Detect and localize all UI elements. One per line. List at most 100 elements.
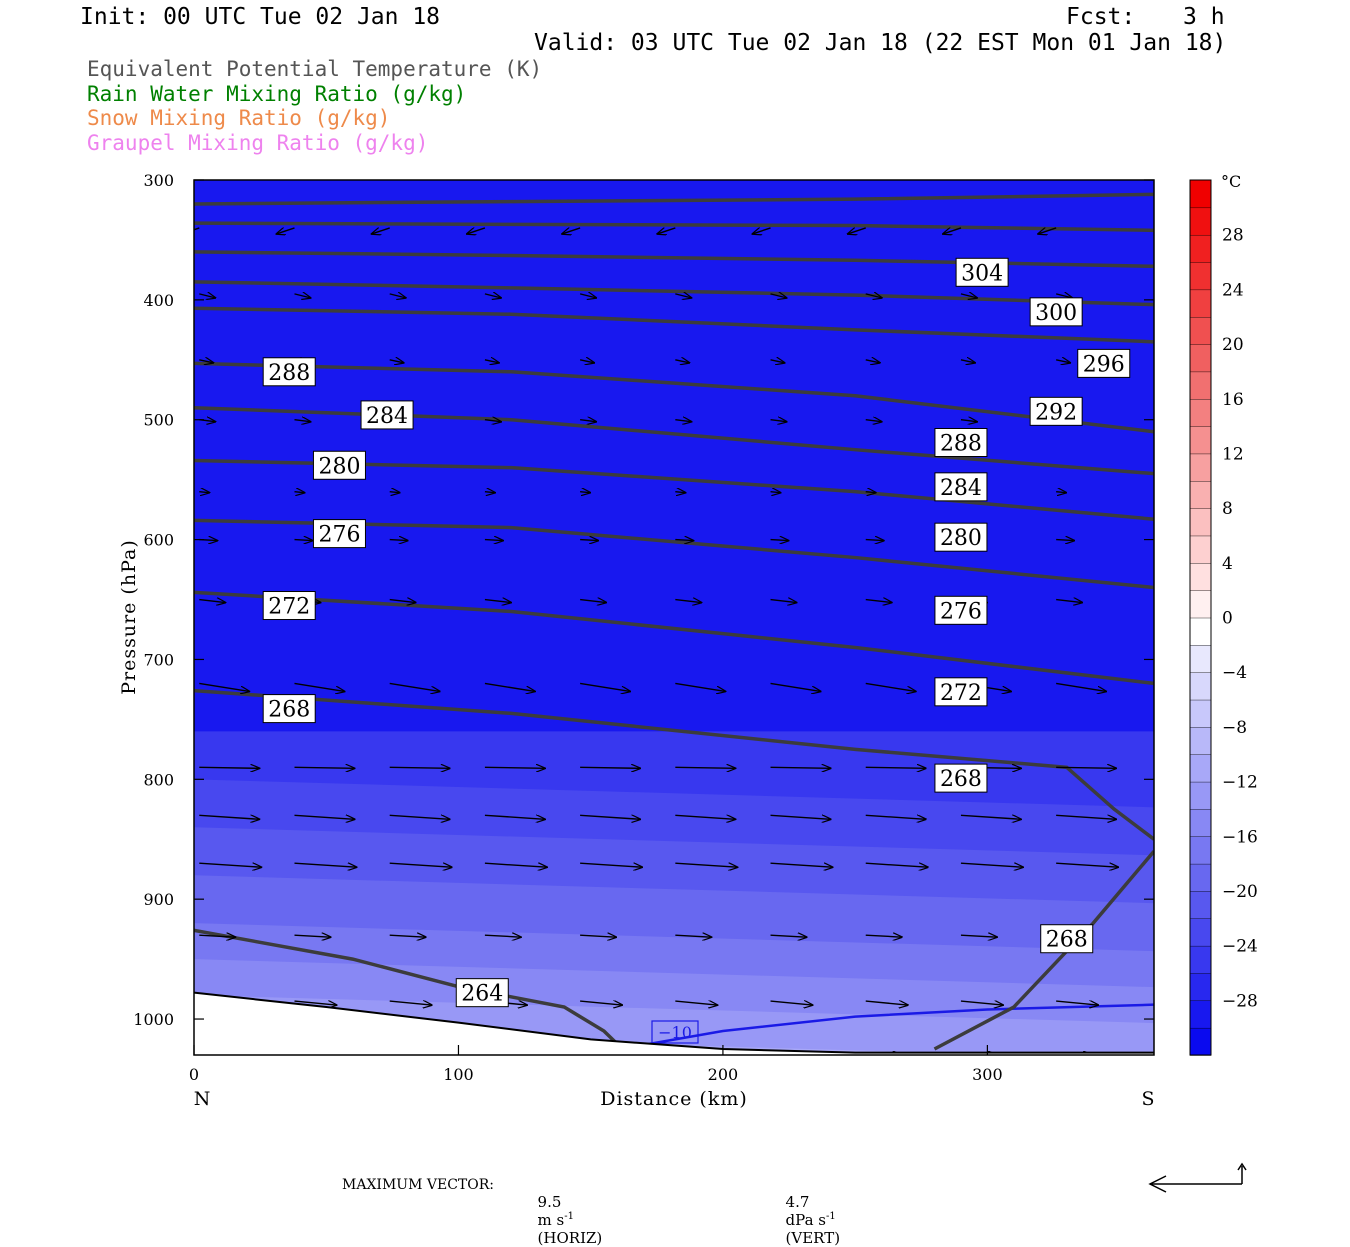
- wind-vector: [865, 862, 928, 867]
- wind-vector: [389, 682, 440, 691]
- contour-label: 284: [940, 476, 982, 501]
- colorbar-segment: [1189, 918, 1212, 947]
- y-tick-label: 800: [143, 770, 174, 789]
- colorbar-segment: [1189, 371, 1212, 400]
- wind-vector: [865, 420, 882, 422]
- contour-label-box: [1077, 348, 1131, 378]
- colorbar-tick-label: −24: [1222, 937, 1258, 957]
- colorbar-segment: [1189, 480, 1212, 509]
- wind-vector: [389, 862, 452, 867]
- wind-vector: [580, 682, 630, 691]
- isotherm-label: −10: [658, 1023, 692, 1042]
- isotherm-line: [640, 1003, 1154, 1047]
- colorbar-segment: [1189, 726, 1212, 755]
- wind-vector: [865, 1001, 908, 1005]
- forecast-label: Fcst:: [1066, 4, 1136, 30]
- colorbar-segment: [1189, 535, 1212, 564]
- colorbar-tick-label: −4: [1222, 663, 1247, 683]
- contour-label-box: [455, 978, 509, 1008]
- wind-vector: [943, 227, 962, 234]
- wind-vector: [562, 227, 581, 234]
- wind-vector: [865, 767, 926, 768]
- wind-vector: [194, 227, 200, 231]
- reference-vector-icon: [1148, 1162, 1247, 1193]
- wind-vector: [484, 294, 501, 298]
- temperature-field: [194, 180, 1154, 1055]
- wind-vector: [389, 540, 408, 541]
- forecast-hour: 3 h: [1183, 4, 1225, 30]
- contour-label: 288: [940, 432, 982, 457]
- horiz-value: 9.5: [537, 1193, 562, 1211]
- wind-vector: [657, 227, 676, 234]
- wind-vector: [770, 492, 781, 493]
- theta-e-line: [194, 928, 624, 1051]
- contour-label: 264: [461, 982, 503, 1007]
- wind-vector: [675, 492, 685, 493]
- theta-e-line: [194, 192, 1154, 206]
- wind-vector: [960, 935, 997, 937]
- colorbar-segment: [1189, 453, 1212, 482]
- contour-label-box: [262, 591, 316, 621]
- contour-label-box: [262, 357, 316, 387]
- wind-vector: [484, 540, 503, 541]
- wind-vector: [467, 227, 486, 234]
- wind-vector: [389, 814, 450, 819]
- wind-vector: [1056, 360, 1070, 363]
- wind-vector: [675, 360, 689, 363]
- y-tick-label: 400: [143, 291, 174, 310]
- wind-vector: [294, 294, 310, 298]
- axes: 300 400 500 600 700 800 900 1000 0 100 200 300: [133, 171, 1154, 1084]
- contour-label: 304: [961, 261, 1003, 286]
- wind-vector: [675, 767, 735, 768]
- colorbar-segment: [1189, 972, 1212, 1002]
- wind-vector: [1056, 540, 1074, 541]
- legend-rain-water: Rain Water Mixing Ratio (g/kg): [87, 82, 467, 106]
- wind-vector: [770, 862, 833, 867]
- contour-label-box: [1029, 396, 1083, 426]
- wind-vector: [199, 360, 213, 363]
- wind-vector: [294, 862, 356, 867]
- wind-vector: [294, 682, 344, 691]
- wind-vector: [770, 420, 787, 422]
- contour-label: 296: [1083, 352, 1125, 377]
- contour-label: 276: [318, 523, 360, 548]
- wind-vector: [294, 420, 310, 422]
- wind-vector: [484, 600, 511, 603]
- max-vector-label: MAXIMUM VECTOR:: [342, 1177, 494, 1193]
- wind-vector: [389, 935, 426, 937]
- valid-time: Valid: 03 UTC Tue 02 Jan 18 (22 EST Mon …: [534, 30, 1227, 56]
- contour-label-box: [955, 257, 1009, 287]
- wind-vector: [770, 540, 789, 541]
- wind-vector: [848, 227, 866, 234]
- wind-vector: [675, 814, 735, 819]
- init-time: Init: 00 UTC Tue 02 Jan 18: [80, 4, 441, 30]
- wind-vector: [484, 420, 501, 422]
- plot-frame: [193, 179, 1155, 1056]
- vert-tag: (VERT): [785, 1229, 841, 1247]
- wind-vector: [389, 767, 450, 768]
- ground-fill: [194, 992, 1154, 1055]
- vert-unit: dPa s: [785, 1211, 826, 1229]
- contour-label-box: [934, 522, 988, 552]
- colorbar-segment: [1189, 343, 1212, 373]
- wind-vector: [276, 227, 295, 234]
- legend-theta-e: Equivalent Potential Temperature (K): [87, 57, 543, 81]
- colorbar-tick-label: 4: [1222, 554, 1233, 574]
- wind-vector: [294, 814, 354, 819]
- wind-vector: [294, 935, 330, 937]
- y-axis-label: Pressure (hPa): [118, 539, 140, 695]
- legend-snow: Snow Mixing Ratio (g/kg): [87, 106, 391, 130]
- wind-vector: [389, 1001, 432, 1005]
- colorbar-segment: [1189, 808, 1212, 837]
- wind-vector: [770, 814, 831, 819]
- contour-label-box: [1040, 924, 1094, 954]
- colorbar-tick-label: 28: [1222, 226, 1244, 246]
- wind-vector: [675, 1001, 717, 1005]
- vert-exponent: -1: [825, 1211, 836, 1222]
- wind-vector: [484, 492, 495, 493]
- colorbar-tick-label: 8: [1222, 499, 1233, 519]
- wind-vector: [389, 600, 416, 603]
- colorbar-segment: [1189, 507, 1212, 537]
- wind-vector: [389, 360, 404, 363]
- contour-label: 292: [1035, 400, 1077, 425]
